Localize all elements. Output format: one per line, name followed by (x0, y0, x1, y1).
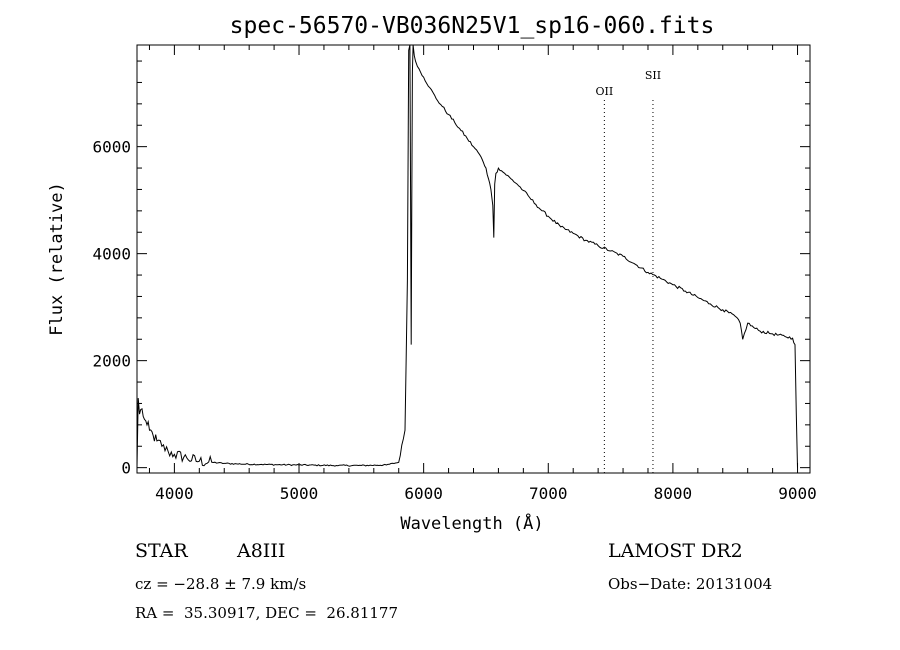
plot-frame (136, 44, 811, 474)
x-tick-label: 4000 (155, 484, 194, 503)
axis-ticks (137, 45, 810, 473)
y-tick-label: 2000 (92, 352, 131, 371)
y-axis-label: Flux (relative) (47, 182, 67, 336)
x-tick-labels: 4000 5000 6000 7000 8000 9000 (155, 484, 817, 503)
observation-date: Obs−Date: 20131004 (608, 575, 773, 593)
x-tick-label: 5000 (280, 484, 319, 503)
x-axis-label: Wavelength (Å) (400, 512, 543, 534)
redshift-velocity: cz = −28.8 ± 7.9 km/s (135, 575, 307, 593)
x-tick-label: 8000 (654, 484, 693, 503)
x-tick-label: 6000 (404, 484, 443, 503)
spectral-class: A8III (237, 540, 286, 562)
spectrum-line (136, 44, 798, 468)
chart-title: spec-56570-VB036N25V1_sp16-060.fits (230, 13, 715, 39)
y-tick-label: 0 (121, 459, 131, 478)
y-tick-labels: 0 2000 4000 6000 (92, 138, 131, 478)
x-tick-label: 9000 (778, 484, 817, 503)
y-tick-label: 4000 (92, 245, 131, 264)
coordinates: RA = 35.30917, DEC = 26.81177 (135, 604, 399, 622)
object-type: STAR (135, 540, 188, 562)
x-tick-label: 7000 (529, 484, 568, 503)
survey-name: LAMOST DR2 (608, 540, 743, 562)
marker-label: SII (645, 69, 661, 82)
emission-line-markers: OII SII (596, 69, 661, 473)
marker-label: OII (596, 85, 614, 98)
y-tick-label: 6000 (92, 138, 131, 157)
